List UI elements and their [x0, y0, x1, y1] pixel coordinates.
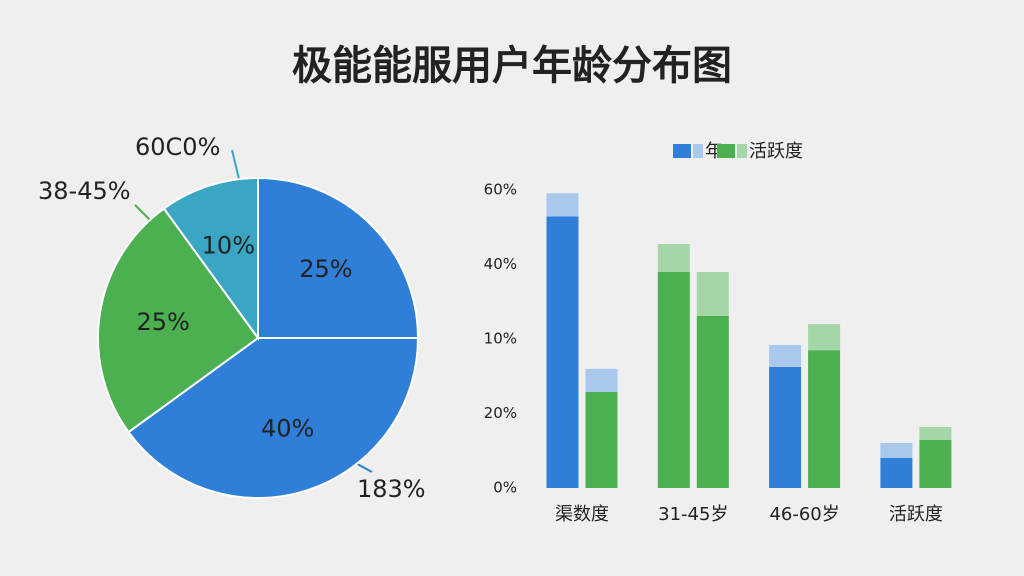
bar — [657, 271, 690, 488]
pie-slice — [257, 176, 420, 339]
bar-top — [919, 426, 952, 440]
x-tick-label: 渠数度 — [555, 504, 609, 525]
slice-label: 25% — [137, 308, 190, 336]
leader-line — [231, 149, 241, 184]
y-tick-label: 40% — [484, 255, 517, 273]
pie-slice — [97, 207, 260, 434]
y-tick-label: 10% — [484, 330, 517, 348]
bar-top — [657, 244, 690, 272]
bar-top — [585, 368, 618, 392]
legend-swatch — [693, 144, 703, 158]
x-tick-label: 31-45岁 — [658, 504, 728, 525]
bar-top — [546, 193, 579, 217]
slice-label: 25% — [299, 255, 352, 283]
bar-top — [880, 442, 913, 458]
y-tick-label: 0% — [493, 479, 517, 497]
bar — [769, 366, 802, 488]
y-tick-label: 20% — [484, 404, 517, 422]
y-tick-label: 60% — [484, 181, 517, 199]
annotation: 183% — [357, 475, 426, 503]
bar — [696, 315, 729, 488]
legend-swatch — [717, 144, 735, 158]
x-tick-label: 46-60岁 — [769, 504, 839, 525]
bar-top — [808, 324, 841, 351]
x-tick-label: 活跃度 — [889, 504, 943, 525]
chart-title: 极能能服用户年龄分布图 — [292, 43, 732, 89]
slice-label: 10% — [202, 232, 255, 260]
legend-label: 活跃度 — [749, 141, 803, 162]
bar — [808, 350, 841, 488]
leader-line — [134, 204, 153, 223]
bar-top — [769, 344, 802, 367]
slice-label: 40% — [261, 414, 314, 442]
annotation: 60C0% — [135, 133, 220, 161]
bar — [585, 391, 618, 488]
bar — [919, 439, 952, 488]
bar — [546, 216, 579, 488]
pie-slice — [162, 176, 259, 342]
annotation: 38-45% — [38, 177, 131, 205]
legend-swatch — [737, 144, 747, 158]
bar — [880, 457, 913, 488]
legend-swatch — [673, 144, 691, 158]
pie-slice — [127, 337, 420, 499]
bar-top — [696, 271, 729, 316]
